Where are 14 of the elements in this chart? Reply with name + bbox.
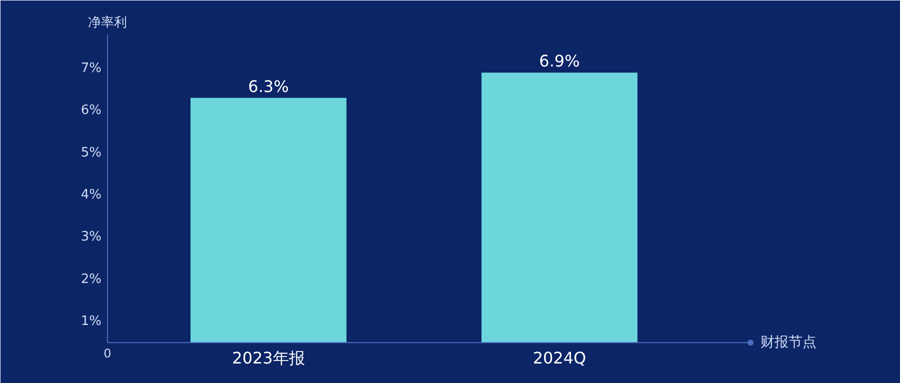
text: 0 (104, 346, 112, 361)
y-tick-label: 2% (80, 272, 102, 287)
data-label: 6.9% (539, 52, 580, 71)
x-tick-label: 2023年报 (232, 348, 305, 368)
x-tick-label: 2024Q (532, 348, 586, 368)
y-tick-label: 6% (80, 103, 102, 118)
y-axis-title: 净率利 (88, 14, 127, 31)
y-tick-label: 1% (80, 314, 102, 329)
y-tick-label: 5% (80, 145, 102, 160)
x-axis-title: 财报节点 (760, 334, 816, 351)
data-label: 6.3% (248, 76, 289, 96)
y-tick-label: 4% (80, 187, 102, 202)
y-tick-label: 3% (80, 230, 102, 245)
y-tick-label: 7% (80, 60, 102, 76)
